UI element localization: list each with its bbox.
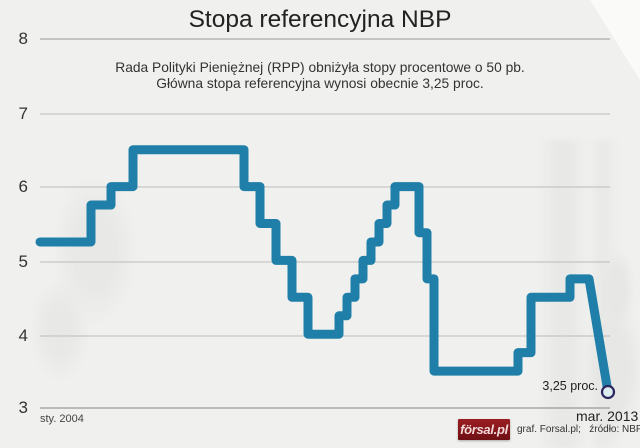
svg-text:8: 8 [19, 29, 28, 48]
svg-text:6: 6 [19, 177, 28, 196]
svg-text:5: 5 [19, 252, 28, 271]
svg-text:3: 3 [19, 398, 28, 417]
svg-text:sty. 2004: sty. 2004 [40, 413, 84, 425]
svg-text:7: 7 [19, 104, 28, 123]
svg-text:4: 4 [19, 326, 28, 345]
